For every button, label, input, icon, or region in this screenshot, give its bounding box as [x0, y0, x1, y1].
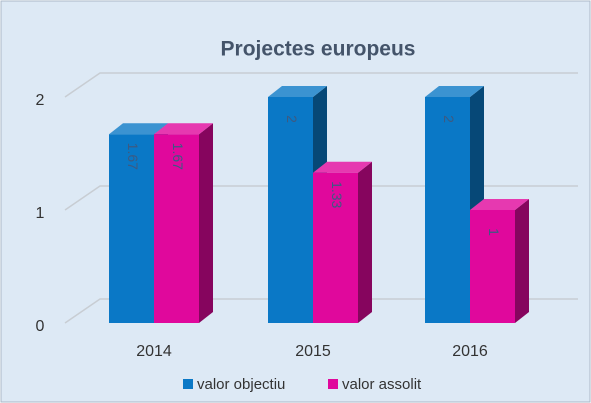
bar-face	[313, 161, 372, 173]
bar-face	[515, 199, 529, 323]
legend-label: valor objectiu	[197, 376, 285, 393]
legend-swatch	[328, 379, 338, 389]
chart-title: Projectes europeus	[221, 38, 416, 61]
bar-face	[425, 97, 470, 323]
x-tick-label: 2014	[136, 343, 172, 360]
y-tick-label: 1	[36, 205, 45, 222]
bar-face	[313, 172, 358, 323]
y-tick-label: 0	[36, 318, 45, 335]
bar	[154, 123, 213, 323]
bar-face	[154, 123, 213, 135]
data-label: 1	[486, 228, 502, 236]
bar-face	[199, 123, 213, 323]
data-label: 1.67	[170, 143, 186, 170]
bar-face	[268, 97, 313, 323]
bar-face	[154, 134, 199, 323]
data-label: 2	[441, 115, 457, 123]
grid-line	[64, 185, 578, 211]
legend-label: valor assolit	[342, 376, 422, 393]
data-label: 1.67	[125, 143, 141, 170]
grid-line	[64, 72, 578, 98]
bar-face	[358, 161, 372, 323]
bar-face	[470, 199, 529, 210]
x-tick-label: 2016	[452, 343, 488, 360]
bar-face	[109, 123, 168, 135]
data-label: 1.33	[329, 181, 345, 208]
bar	[313, 161, 372, 323]
x-tick-label: 2015	[295, 343, 331, 360]
data-label: 2	[284, 115, 300, 123]
bar	[470, 199, 529, 323]
bar-face	[470, 210, 515, 323]
bar-face	[109, 134, 154, 323]
y-tick-label: 2	[36, 92, 45, 109]
bar-face	[425, 86, 484, 97]
legend-swatch	[183, 379, 193, 389]
grid-line	[64, 298, 578, 324]
bar-face	[268, 86, 327, 97]
